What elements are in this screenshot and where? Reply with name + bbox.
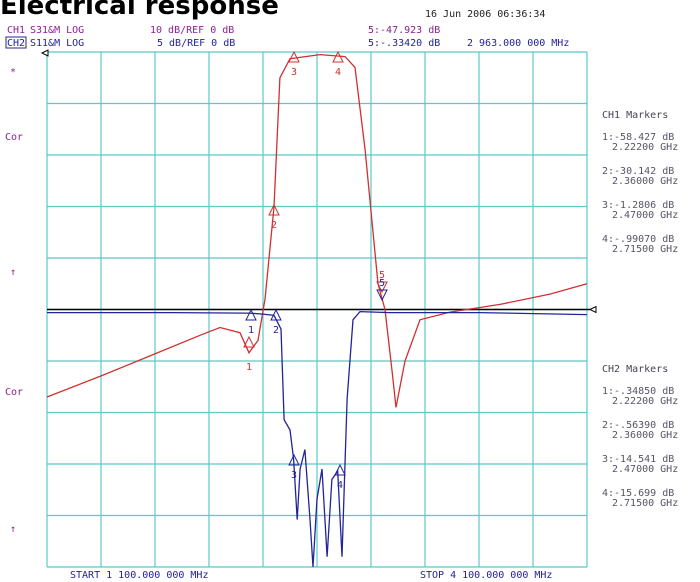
marker-value: 1:-58.427 dB	[602, 132, 674, 143]
channel-scale: 10 dB/REF 0 dB	[150, 25, 234, 36]
marker-triangle	[376, 281, 388, 294]
title: Electrical response	[0, 0, 279, 21]
channel-name: CH1	[7, 25, 25, 36]
marker-label: 5	[379, 270, 385, 281]
marker-value: 3:-14.541 dB	[602, 454, 674, 465]
marker-label: 4	[337, 480, 343, 491]
marker-value: 1:-.34850 dB	[602, 386, 674, 397]
trace	[47, 310, 588, 568]
marker-triangle	[332, 50, 344, 63]
marker-freq: 2.47000 GHz	[612, 464, 678, 475]
channel-measure: S11&M LOG	[30, 38, 84, 49]
marker-triangle	[270, 308, 282, 321]
channel-marker: 5:-47.923 dB	[368, 25, 440, 36]
reference-arrow	[588, 305, 597, 314]
timestamp: 16 Jun 2006 06:36:34	[425, 9, 545, 20]
marker-triangle	[245, 308, 257, 321]
stop-freq: STOP 4 100.000 000 MHz	[420, 570, 552, 581]
reference-arrow	[40, 49, 49, 57]
channel-marker: 5:-.33420 dB	[368, 38, 440, 49]
trace	[46, 53, 588, 408]
marker-freq: 2.22200 GHz	[612, 142, 678, 153]
marker-freq: 2.22200 GHz	[612, 396, 678, 407]
channel-name: CH2	[7, 38, 25, 49]
marker-label: 5	[379, 278, 385, 289]
marker-freq: 2.47000 GHz	[612, 210, 678, 221]
active-channel-box	[5, 36, 27, 49]
marker-value: 2:-.56390 dB	[602, 420, 674, 431]
marker-label: 1	[246, 362, 252, 373]
marker-value: 2:-30.142 dB	[602, 166, 674, 177]
side-label: Cor	[5, 387, 23, 398]
marker-label: 4	[335, 67, 341, 78]
marker-freq: 2.71500 GHz	[612, 244, 678, 255]
side-label: ↑	[10, 524, 16, 535]
channel-measure: S31&M LOG	[30, 25, 84, 36]
marker-label: 3	[291, 470, 297, 481]
side-label: ↑	[10, 267, 16, 278]
marker-value: 4:-.99070 dB	[602, 234, 674, 245]
marker-freq: 2.36000 GHz	[612, 430, 678, 441]
marker-label: 1	[248, 325, 254, 336]
marker-label: 2	[273, 325, 279, 336]
side-label: *	[10, 67, 16, 78]
marker-triangle	[268, 203, 280, 216]
channel-scale: 5 dB/REF 0 dB	[157, 38, 235, 49]
marker-value: 3:-1.2806 dB	[602, 200, 674, 211]
marker-freq: 2.36000 GHz	[612, 176, 678, 187]
stimulus-marker: 2 963.000 000 MHz	[467, 38, 569, 49]
marker-freq: 2.71500 GHz	[612, 498, 678, 509]
markers-title: CH2 Markers	[602, 364, 668, 375]
marker-triangle	[376, 289, 388, 302]
marker-value: 4:-15.699 dB	[602, 488, 674, 499]
start-freq: START 1 100.000 000 MHz	[70, 570, 208, 581]
marker-label: 3	[291, 67, 297, 78]
marker-label: 2	[271, 220, 277, 231]
marker-triangle	[288, 453, 300, 466]
markers-title: CH1 Markers	[602, 110, 668, 121]
marker-triangle	[334, 463, 346, 476]
marker-triangle	[243, 335, 255, 348]
marker-triangle	[288, 50, 300, 63]
side-label: Cor	[5, 132, 23, 143]
